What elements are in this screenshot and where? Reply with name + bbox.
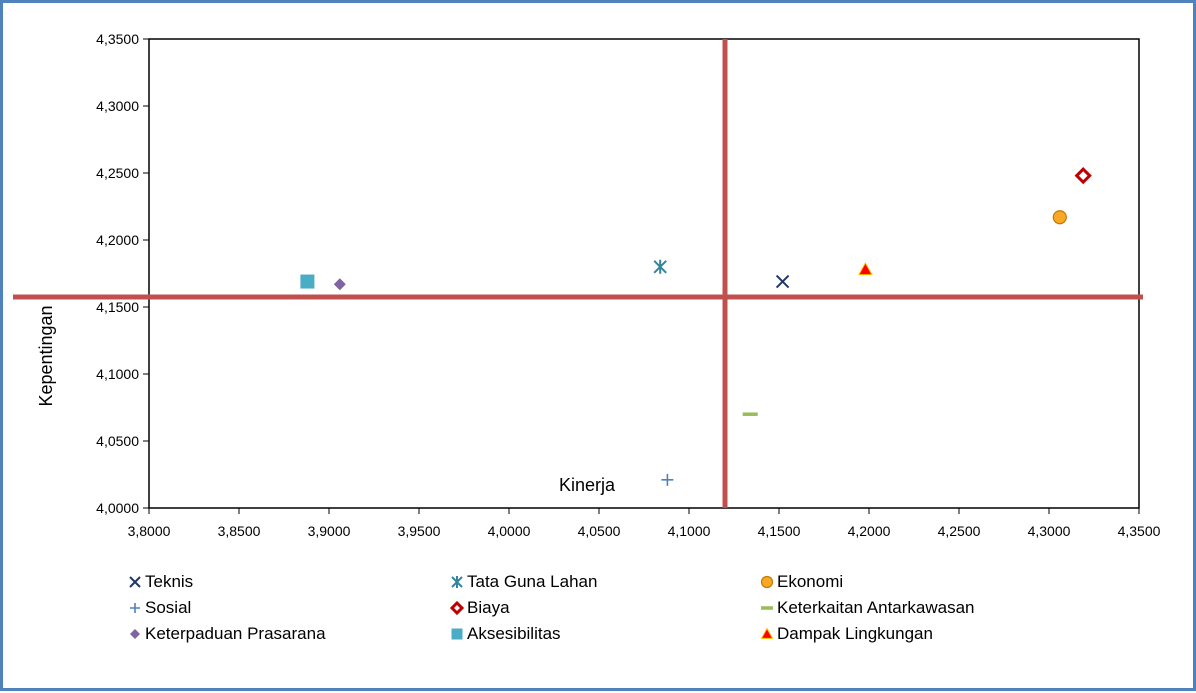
circle-marker bbox=[760, 575, 774, 589]
plus-marker bbox=[130, 603, 140, 613]
legend-item: Tata Guna Lahan bbox=[451, 572, 597, 591]
x-tick-label: 4,3000 bbox=[1028, 523, 1071, 539]
x-tick-label: 4,2000 bbox=[848, 523, 891, 539]
legend: Teknis Tata Guna Lahan Ekonomi Sosial Biaya K… bbox=[129, 572, 975, 643]
x-tick-label: 4,0500 bbox=[578, 523, 621, 539]
reference-lines bbox=[13, 39, 1143, 508]
data-point-keterpaduan-prasarana bbox=[333, 278, 346, 291]
data-point-tata-guna-lahan bbox=[653, 259, 667, 274]
asterisk-marker bbox=[653, 259, 667, 274]
x-tick-label: 3,8500 bbox=[218, 523, 261, 539]
x-marker bbox=[775, 274, 790, 289]
data-point-aksesibilitas bbox=[300, 274, 315, 289]
x-tick-label: 4,1000 bbox=[668, 523, 711, 539]
data-point-keterkaitan-antarkawasan bbox=[742, 412, 758, 416]
diamond-marker bbox=[130, 629, 140, 639]
dash-marker bbox=[761, 606, 773, 610]
data-point-sosial bbox=[661, 473, 674, 486]
data-point-dampak-lingkungan bbox=[858, 261, 873, 276]
x-tick-label: 3,8000 bbox=[128, 523, 171, 539]
data-points bbox=[300, 167, 1092, 486]
y-axis-ticks: 4,0000 4,0500 4,1000 4,1500 4,2000 4,2500 4,30… bbox=[96, 31, 149, 516]
kinerja-label: Kinerja bbox=[559, 475, 616, 495]
diamond-marker bbox=[333, 278, 346, 291]
data-point-ekonomi bbox=[1052, 210, 1067, 225]
legend-label: Tata Guna Lahan bbox=[467, 572, 597, 591]
x-tick-label: 3,9000 bbox=[308, 523, 351, 539]
dash-marker bbox=[742, 412, 758, 416]
x-tick-label: 4,0000 bbox=[488, 523, 531, 539]
triangle-marker bbox=[858, 261, 873, 276]
triangle-marker bbox=[760, 627, 774, 639]
x-tick-label: 3,9500 bbox=[398, 523, 441, 539]
legend-label: Keterkaitan Antarkawasan bbox=[777, 598, 975, 617]
x-axis-ticks: 3,8000 3,8500 3,9000 3,9500 4,0000 4,0500 4,10… bbox=[128, 508, 1161, 539]
y-axis-title: Kepentingan bbox=[36, 305, 56, 406]
legend-item: Aksesibilitas bbox=[451, 624, 561, 643]
legend-label: Ekonomi bbox=[777, 572, 843, 591]
open-diamond-marker bbox=[449, 600, 465, 616]
legend-label: Keterpaduan Prasarana bbox=[145, 624, 326, 643]
y-tick-label: 4,1500 bbox=[96, 299, 139, 315]
circle-marker bbox=[1052, 210, 1067, 225]
legend-item: Ekonomi bbox=[760, 572, 843, 591]
legend-item: Sosial bbox=[130, 598, 191, 617]
legend-label: Teknis bbox=[145, 572, 193, 591]
y-tick-label: 4,1000 bbox=[96, 366, 139, 382]
plus-marker bbox=[661, 473, 674, 486]
square-marker bbox=[451, 628, 463, 640]
x-marker bbox=[129, 576, 141, 588]
y-tick-label: 4,0000 bbox=[96, 500, 139, 516]
legend-item: Keterpaduan Prasarana bbox=[130, 624, 326, 643]
data-point-teknis bbox=[775, 274, 790, 289]
open-diamond-marker bbox=[1074, 167, 1092, 185]
legend-item: Keterkaitan Antarkawasan bbox=[761, 598, 975, 617]
legend-item: Dampak Lingkungan bbox=[760, 624, 933, 643]
y-tick-label: 4,3500 bbox=[96, 31, 139, 47]
scatter-chart: 4,0000 4,0500 4,1000 4,1500 4,2000 4,2500 4,30… bbox=[13, 31, 1161, 643]
x-tick-label: 4,1500 bbox=[758, 523, 801, 539]
legend-label: Aksesibilitas bbox=[467, 624, 561, 643]
legend-label: Dampak Lingkungan bbox=[777, 624, 933, 643]
square-marker bbox=[300, 274, 315, 289]
asterisk-marker bbox=[451, 576, 463, 588]
legend-item: Teknis bbox=[129, 572, 193, 591]
x-tick-label: 4,2500 bbox=[938, 523, 981, 539]
y-tick-label: 4,0500 bbox=[96, 433, 139, 449]
y-tick-label: 4,2000 bbox=[96, 232, 139, 248]
legend-item: Biaya bbox=[449, 598, 510, 617]
x-tick-label: 4,3500 bbox=[1118, 523, 1161, 539]
data-point-biaya bbox=[1074, 167, 1092, 185]
legend-label: Biaya bbox=[467, 598, 510, 617]
legend-label: Sosial bbox=[145, 598, 191, 617]
y-tick-label: 4,3000 bbox=[96, 98, 139, 114]
plot-area bbox=[148, 38, 1140, 509]
y-tick-label: 4,2500 bbox=[96, 165, 139, 181]
